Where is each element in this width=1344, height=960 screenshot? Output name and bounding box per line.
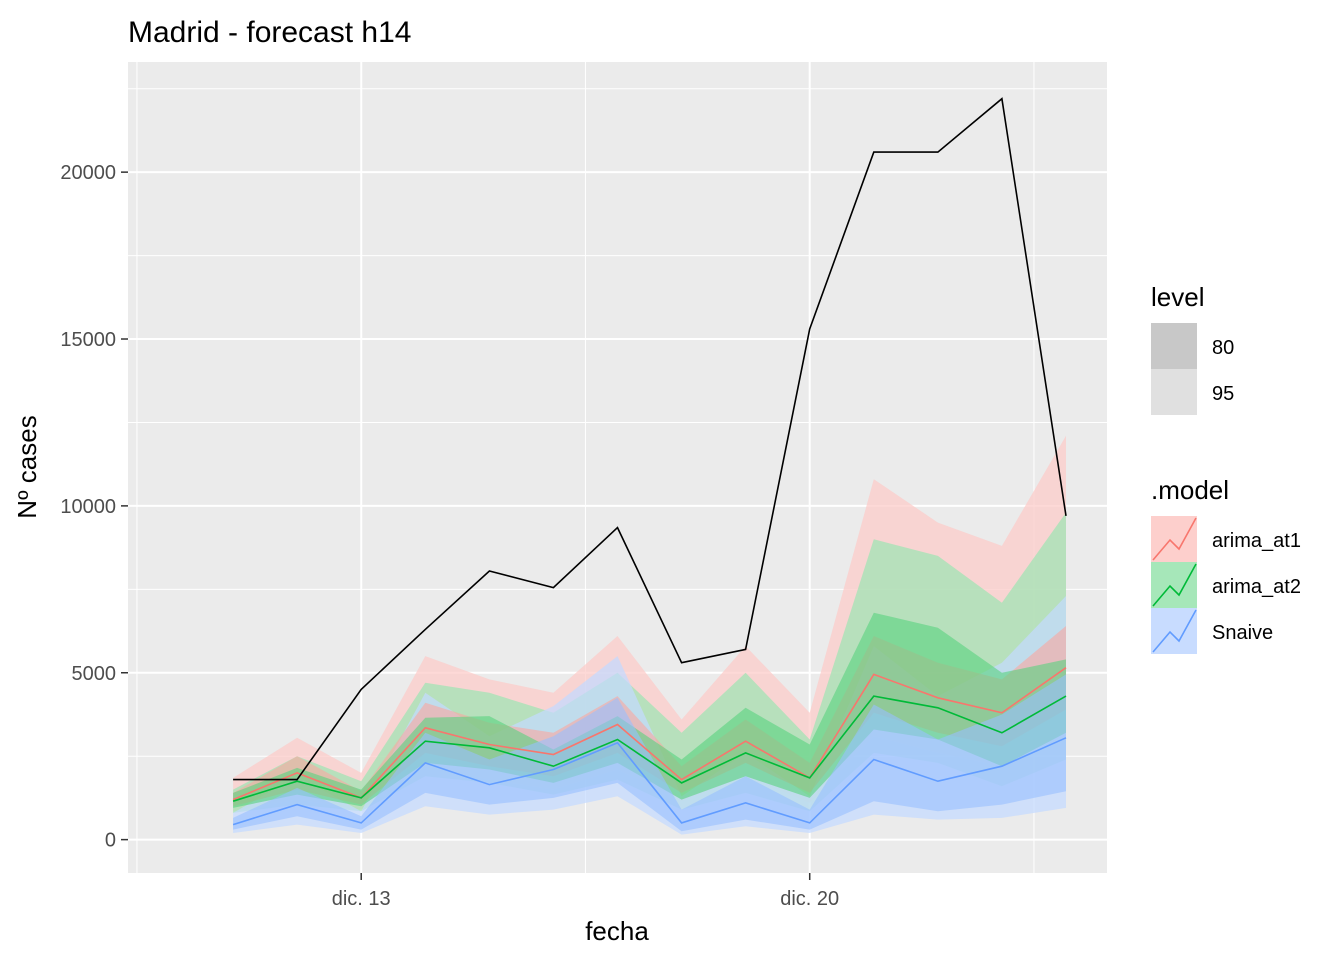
legend-model-title: .model [1151,475,1229,505]
y-axis: 0 5000 10000 15000 20000 [60,162,128,852]
y-tick-label: 0 [105,830,116,852]
legend-level-title: level [1151,282,1204,312]
chart-title: Madrid - forecast h14 [128,16,411,49]
legend-level-key-95 [1151,369,1197,415]
x-tick-label: dic. 13 [332,888,391,910]
legend-level-key-80 [1151,323,1197,369]
mean-line-arima_at1 [232,667,1067,801]
legend-model-label: arima_at1 [1212,530,1301,552]
x-tick-label: dic. 20 [780,888,839,910]
x-axis: dic. 13 dic. 20 [332,873,839,910]
legend-level-label: 80 [1212,337,1234,359]
actual-line [233,97,1067,781]
forecast-mean-lines [232,667,1067,826]
legend-model-label: Snaive [1212,622,1273,644]
legend-level: level 80 95 [1151,282,1234,415]
legend-model-line-Snaive [1152,609,1197,653]
y-axis-title: Nº cases [12,415,42,518]
x-axis-title: fecha [585,916,649,946]
legend-model-line-arima_at1 [1152,517,1197,561]
legend-model-label: arima_at2 [1212,576,1301,598]
mean-line-Snaive [232,737,1067,826]
y-tick-label: 10000 [60,496,116,518]
band-80-Snaive [233,674,1067,832]
legend-level-label: 95 [1212,383,1234,405]
legend-model-line-arima_at2 [1152,563,1197,607]
actual-series-line [233,97,1067,781]
legend-model: .model arima_at1 arima_at2 Snaive [1151,475,1301,654]
mean-line-arima_at2 [232,695,1067,802]
y-tick-label: 20000 [60,162,116,184]
y-tick-label: 15000 [60,329,116,351]
y-tick-label: 5000 [72,663,117,685]
